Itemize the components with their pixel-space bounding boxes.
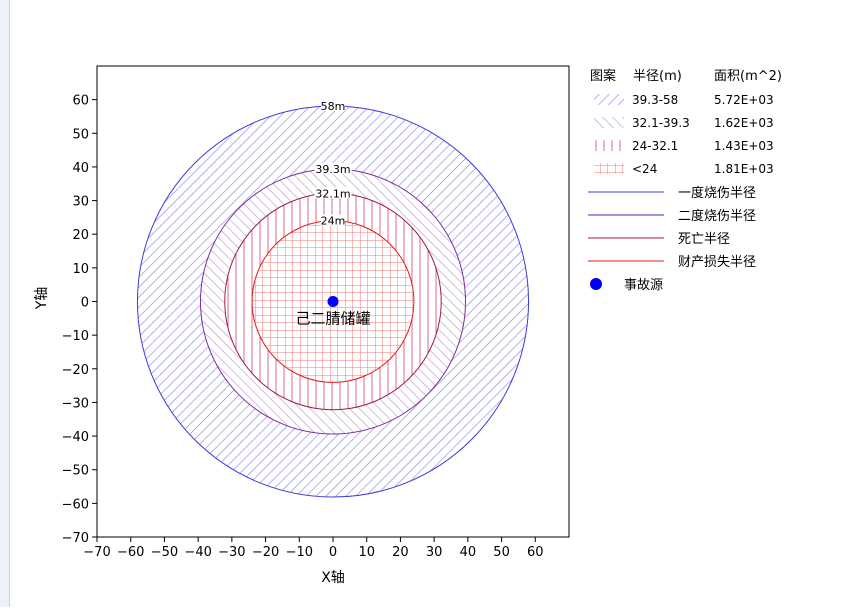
x-tick-label: 0 — [329, 545, 337, 560]
legend-line-label: 财产损失半径 — [678, 255, 756, 270]
y-tick-label: 10 — [72, 262, 89, 277]
source-label: 己二腈储罐 — [295, 310, 370, 328]
radius-label-bg-1 — [314, 163, 352, 175]
radius-label-2: 32.1m — [315, 187, 350, 200]
x-tick-label: −10 — [286, 545, 313, 560]
x-tick-label: 10 — [358, 545, 375, 560]
y-tick-label: 30 — [72, 195, 89, 210]
legend-zone-range: <24 — [632, 162, 657, 176]
y-tick-label: 50 — [72, 127, 89, 142]
x-tick-label: 40 — [460, 545, 477, 560]
radius-label-1: 39.3m — [315, 163, 350, 176]
x-tick-label: 60 — [527, 545, 544, 560]
hatch-zone-0 — [137, 105, 529, 498]
y-tick-label: −30 — [62, 396, 89, 411]
x-tick-label: −20 — [252, 545, 279, 560]
legend-zone-range: 32.1-39.3 — [632, 116, 690, 130]
legend-zone-area: 1.62E+03 — [714, 116, 774, 130]
y-tick-label: −60 — [62, 497, 89, 512]
x-tick-label: 30 — [426, 545, 443, 560]
y-tick-label: 60 — [72, 94, 89, 109]
y-axis-label: Y轴 — [34, 287, 50, 311]
y-tick-label: −10 — [62, 329, 89, 344]
y-tick-label: −70 — [62, 531, 89, 546]
radius-label-bg-2 — [314, 187, 352, 199]
radius-label-3: 24m — [321, 215, 346, 228]
legend-source-label: 事故源 — [624, 278, 663, 293]
legend-swatch-2 — [594, 140, 624, 151]
y-tick-label: −20 — [62, 363, 89, 378]
radius-label-bg-0 — [321, 99, 345, 111]
legend-zone-area: 5.72E+03 — [714, 93, 774, 107]
x-axis-label: X轴 — [321, 570, 345, 586]
y-tick-label: 0 — [81, 296, 89, 311]
x-tick-label: −60 — [117, 545, 144, 560]
legend-swatch-3 — [594, 163, 624, 174]
x-tick-label: 20 — [392, 545, 409, 560]
legend-line-label: 死亡半径 — [678, 232, 730, 247]
source-marker — [327, 296, 339, 307]
legend-header-radius: 半径(m) — [633, 69, 682, 84]
x-tick-label: −50 — [151, 545, 178, 560]
x-tick-label: 50 — [493, 545, 510, 560]
x-tick-label: −70 — [83, 545, 110, 560]
legend-header-pattern: 图案 — [590, 69, 616, 84]
y-tick-label: 20 — [72, 228, 89, 243]
legend-header-area: 面积(m^2) — [714, 69, 782, 84]
x-tick-label: −30 — [218, 545, 245, 560]
legend-zone-area: 1.81E+03 — [714, 162, 774, 176]
radius-label-bg-3 — [321, 214, 345, 226]
legend-line-label: 一度烧伤半径 — [678, 185, 756, 201]
legend-swatch-1 — [594, 117, 624, 128]
radius-label-0: 58m — [321, 100, 346, 113]
legend-zone-area: 1.43E+03 — [714, 139, 774, 153]
window-left-border — [0, 0, 10, 607]
y-tick-label: −40 — [62, 430, 89, 445]
legend-source-marker — [590, 278, 602, 290]
y-tick-label: −50 — [62, 464, 89, 479]
legend-swatch-0 — [594, 94, 624, 105]
y-tick-label: 40 — [72, 161, 89, 176]
legend-zone-range: 39.3-58 — [632, 93, 678, 107]
legend-zone-range: 24-32.1 — [632, 139, 678, 153]
x-tick-label: −40 — [184, 545, 211, 560]
legend-line-label: 二度烧伤半径 — [678, 208, 756, 224]
